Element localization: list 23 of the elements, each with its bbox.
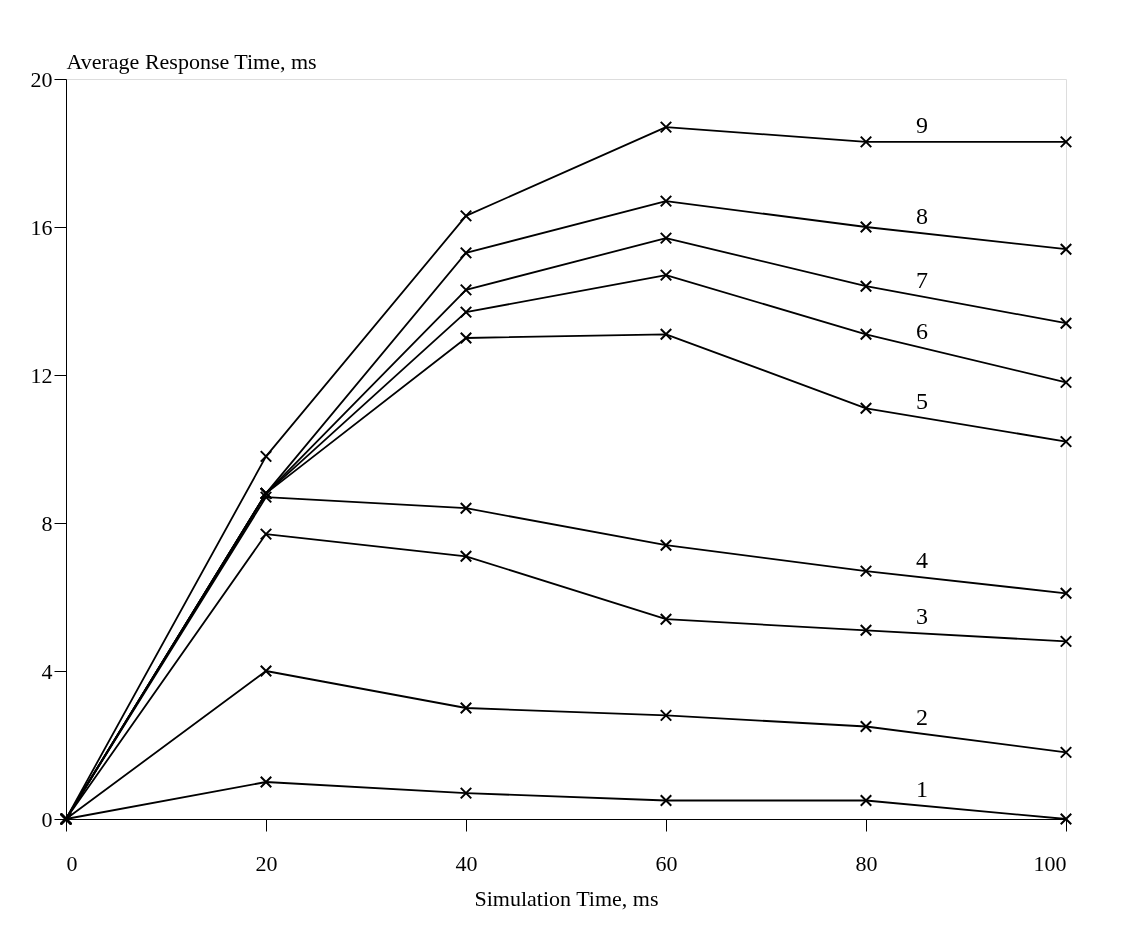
x-tick-label: 100 [1033,850,1067,876]
series-label: 1 [916,775,928,802]
y-tick-label: 8 [41,510,53,536]
y-tick-label: 12 [30,362,53,388]
x-tick-label: 20 [255,850,278,876]
y-tick-label: 16 [30,214,53,240]
y-tick-label: 4 [41,658,53,684]
series-label: 8 [916,203,928,230]
x-axis-title: Simulation Time, ms [474,885,659,911]
series-label: 7 [916,266,928,293]
series-label: 5 [916,387,928,414]
x-tick-label: 0 [66,850,78,876]
series-label: 6 [916,317,928,344]
x-tick-label: 40 [455,850,478,876]
series-label: 9 [916,111,928,138]
y-axis-title: Average Response Time, ms [66,48,317,74]
series-label: 2 [916,703,928,730]
series-label: 4 [916,547,928,574]
y-tick-label: 0 [41,806,53,832]
x-tick-label: 80 [855,850,878,876]
y-tick-label: 20 [30,66,53,92]
series-label: 3 [916,603,928,630]
x-tick-label: 60 [655,850,678,876]
